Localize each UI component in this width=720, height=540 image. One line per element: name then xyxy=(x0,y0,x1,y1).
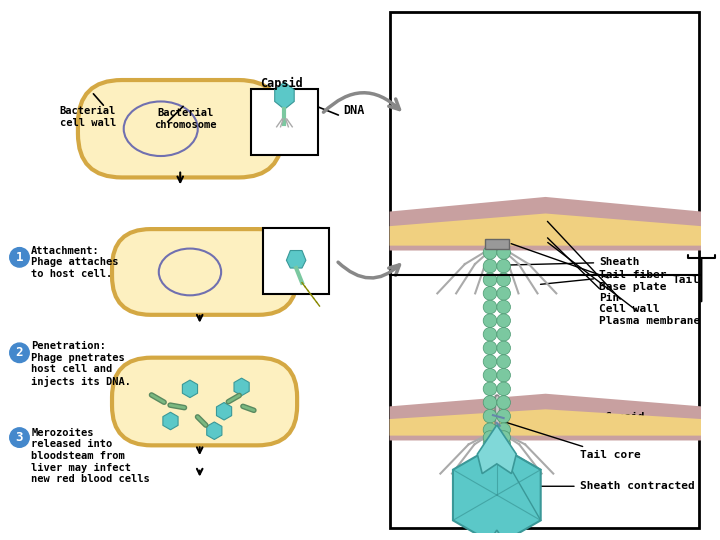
Circle shape xyxy=(497,484,510,498)
FancyBboxPatch shape xyxy=(78,80,282,178)
Polygon shape xyxy=(182,380,197,397)
Polygon shape xyxy=(163,412,178,430)
FancyArrowPatch shape xyxy=(323,93,400,112)
Text: Bacterial
chromosome: Bacterial chromosome xyxy=(154,108,216,130)
Text: Tail core: Tail core xyxy=(504,422,640,460)
Circle shape xyxy=(483,495,497,509)
Polygon shape xyxy=(482,530,511,540)
Circle shape xyxy=(483,287,497,300)
Bar xyxy=(263,228,329,294)
Circle shape xyxy=(497,442,510,455)
Circle shape xyxy=(483,516,497,530)
Polygon shape xyxy=(390,213,701,246)
Text: Sheath: Sheath xyxy=(506,257,639,267)
Circle shape xyxy=(10,248,30,267)
Text: DNA: DNA xyxy=(343,104,364,117)
Bar xyxy=(390,12,699,528)
Circle shape xyxy=(483,259,497,273)
FancyBboxPatch shape xyxy=(112,229,297,315)
Circle shape xyxy=(497,246,510,259)
Circle shape xyxy=(497,300,510,314)
Circle shape xyxy=(483,409,497,423)
Circle shape xyxy=(497,474,510,487)
Polygon shape xyxy=(275,82,294,109)
Circle shape xyxy=(497,355,510,368)
Text: 1: 1 xyxy=(16,251,23,264)
Text: Sheath contracted: Sheath contracted xyxy=(509,481,694,491)
Circle shape xyxy=(483,431,497,444)
Polygon shape xyxy=(477,425,516,474)
Circle shape xyxy=(483,341,497,355)
Circle shape xyxy=(497,409,510,423)
Circle shape xyxy=(497,495,510,509)
Circle shape xyxy=(483,436,497,450)
Circle shape xyxy=(483,423,497,436)
Text: 2: 2 xyxy=(16,346,23,359)
Circle shape xyxy=(483,327,497,341)
Circle shape xyxy=(483,382,497,396)
Polygon shape xyxy=(217,402,232,420)
Polygon shape xyxy=(207,422,222,440)
Polygon shape xyxy=(287,251,306,268)
Ellipse shape xyxy=(486,437,508,446)
Text: Capsid: Capsid xyxy=(506,412,644,422)
Circle shape xyxy=(483,300,497,314)
Bar xyxy=(485,239,508,248)
Text: Tail: Tail xyxy=(672,275,699,285)
Polygon shape xyxy=(390,197,701,251)
Circle shape xyxy=(497,327,510,341)
Circle shape xyxy=(483,442,497,455)
Circle shape xyxy=(483,452,497,466)
Circle shape xyxy=(483,396,497,409)
Circle shape xyxy=(497,259,510,273)
Circle shape xyxy=(483,314,497,327)
Circle shape xyxy=(497,423,510,436)
Circle shape xyxy=(10,428,30,447)
Circle shape xyxy=(497,431,510,444)
Text: Plasma membrane: Plasma membrane xyxy=(548,242,701,326)
Text: Bacterial
cell wall: Bacterial cell wall xyxy=(60,106,116,128)
Bar xyxy=(251,89,318,155)
Circle shape xyxy=(483,463,497,476)
Text: Tail fiber: Tail fiber xyxy=(541,270,667,285)
Circle shape xyxy=(497,506,510,519)
Polygon shape xyxy=(390,394,701,441)
FancyBboxPatch shape xyxy=(112,357,297,446)
Circle shape xyxy=(497,396,510,409)
Text: Capsid: Capsid xyxy=(260,77,303,90)
Circle shape xyxy=(497,341,510,355)
Circle shape xyxy=(483,246,497,259)
Circle shape xyxy=(497,273,510,287)
FancyArrowPatch shape xyxy=(338,262,400,278)
Circle shape xyxy=(483,527,497,540)
Circle shape xyxy=(497,368,510,382)
Text: Pin: Pin xyxy=(547,238,619,303)
Circle shape xyxy=(497,287,510,300)
Circle shape xyxy=(483,368,497,382)
Polygon shape xyxy=(453,444,541,540)
Circle shape xyxy=(497,382,510,396)
Circle shape xyxy=(497,463,510,476)
Text: Cell wall: Cell wall xyxy=(547,221,660,314)
Circle shape xyxy=(497,314,510,327)
Circle shape xyxy=(10,343,30,362)
Text: Attachment:
Phage attaches
to host cell.: Attachment: Phage attaches to host cell. xyxy=(31,246,119,279)
Text: Merozoites
released into
bloodsteam from
liver may infect
new red blood cells: Merozoites released into bloodsteam from… xyxy=(31,428,150,484)
Circle shape xyxy=(483,355,497,368)
Circle shape xyxy=(483,474,497,487)
Circle shape xyxy=(483,273,497,287)
Circle shape xyxy=(497,452,510,466)
Polygon shape xyxy=(234,378,249,396)
Text: Penetration:
Phage pnetrates
host cell and
injects its DNA.: Penetration: Phage pnetrates host cell a… xyxy=(31,341,131,387)
Circle shape xyxy=(497,516,510,530)
Text: Base plate: Base plate xyxy=(511,244,667,292)
Circle shape xyxy=(497,436,510,450)
Circle shape xyxy=(483,484,497,498)
Text: 3: 3 xyxy=(16,431,23,444)
Circle shape xyxy=(497,527,510,540)
Polygon shape xyxy=(390,409,701,436)
Circle shape xyxy=(483,506,497,519)
